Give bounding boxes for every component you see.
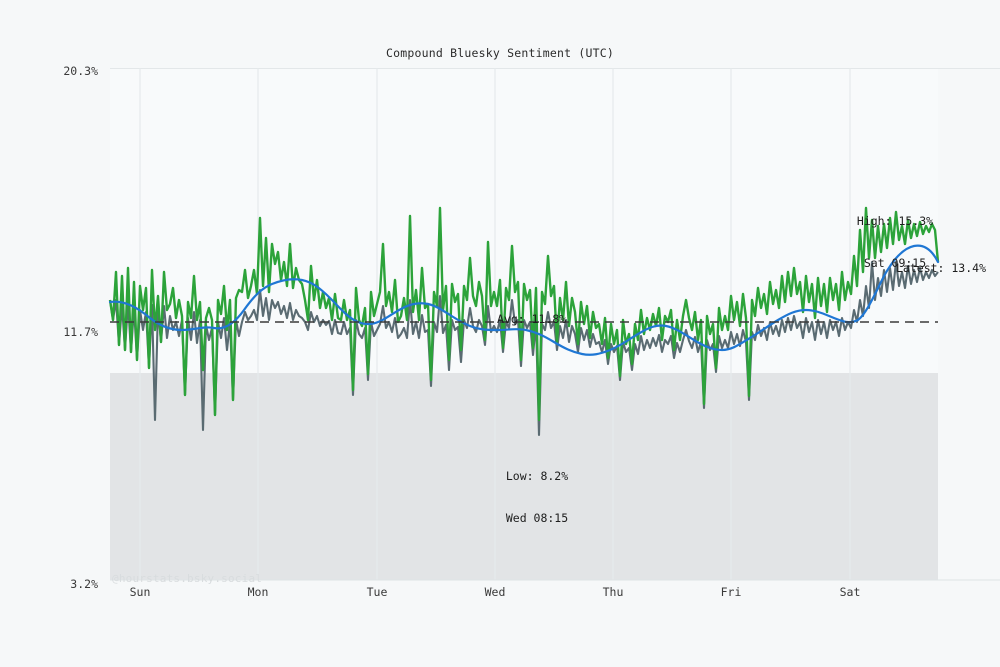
x-tick-tue: Tue <box>366 585 388 599</box>
avg-annotation: Avg: 11.8% <box>497 312 567 326</box>
low-annotation-value: Low: 8.2% <box>505 469 569 483</box>
x-tick-sun: Sun <box>129 585 151 599</box>
x-tick-fri: Fri <box>720 585 742 599</box>
y-tick-top: 20.3% <box>63 64 98 78</box>
x-tick-thu: Thu <box>602 585 624 599</box>
high-annotation: High: 15.3% Sat 09:15 <box>820 186 970 298</box>
latest-annotation: Latest: 13.4% <box>896 261 987 275</box>
grid-lines-vertical <box>139 68 851 580</box>
positive-series-line <box>108 206 940 422</box>
low-annotation: Low: 8.2% Wed 08:15 <box>467 441 607 553</box>
x-tick-mon: Mon <box>247 585 269 599</box>
high-annotation-time: Sat 09:15 <box>863 256 927 270</box>
y-tick-mid: 11.7% <box>63 325 98 339</box>
watermark: @hourstats.bsky.social <box>112 572 263 585</box>
x-tick-wed: Wed <box>484 585 506 599</box>
y-tick-bottom: 3.2% <box>70 577 98 591</box>
low-annotation-time: Wed 08:15 <box>505 511 569 525</box>
trend-line <box>108 244 940 356</box>
high-annotation-value: High: 15.3% <box>856 214 934 228</box>
x-tick-sat: Sat <box>839 585 861 599</box>
shaded-band <box>110 373 938 580</box>
chart-title: Compound Bluesky Sentiment (UTC) <box>386 46 614 60</box>
